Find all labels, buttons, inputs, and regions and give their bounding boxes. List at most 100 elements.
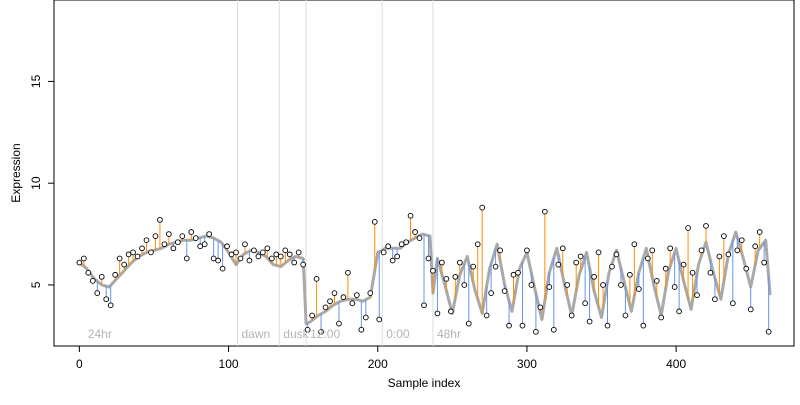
data-point xyxy=(116,255,123,262)
data-point xyxy=(694,292,700,298)
data-point xyxy=(716,253,723,260)
data-point xyxy=(224,243,230,250)
data-point xyxy=(577,253,584,260)
data-point xyxy=(725,251,732,258)
data-point xyxy=(653,278,660,284)
plot-frame xyxy=(53,0,795,347)
data-point xyxy=(107,302,114,309)
data-point xyxy=(729,300,736,307)
data-point xyxy=(349,300,356,307)
data-point xyxy=(134,253,141,260)
data-point xyxy=(403,239,409,246)
data-point xyxy=(237,255,244,262)
data-point xyxy=(255,253,262,260)
data-point xyxy=(667,245,674,252)
data-point xyxy=(322,304,329,311)
data-point xyxy=(756,229,763,235)
data-point xyxy=(94,290,101,296)
data-point xyxy=(98,273,105,280)
x-axis-label: Sample index xyxy=(388,376,461,390)
data-point xyxy=(385,243,392,250)
data-point xyxy=(600,282,606,288)
data-point xyxy=(318,328,324,335)
data-point xyxy=(483,312,490,319)
data-point xyxy=(595,249,602,256)
data-point xyxy=(474,241,481,248)
data-point xyxy=(300,261,307,268)
data-point xyxy=(430,267,436,274)
data-point xyxy=(112,271,119,278)
data-point xyxy=(376,316,383,323)
annotation-label-1: dawn xyxy=(242,327,271,341)
data-point xyxy=(412,229,418,235)
data-point xyxy=(671,284,678,290)
data-point xyxy=(627,271,633,278)
x-tick-label: 400 xyxy=(666,357,686,371)
data-point xyxy=(398,241,405,248)
data-point xyxy=(201,241,208,248)
data-point xyxy=(465,320,472,327)
data-point xyxy=(139,245,145,252)
data-point xyxy=(640,322,647,329)
data-point xyxy=(519,322,526,329)
data-point xyxy=(604,322,611,329)
data-point xyxy=(152,233,159,239)
data-point xyxy=(367,290,374,296)
x-tick-label: 200 xyxy=(368,357,388,371)
data-point xyxy=(286,251,293,258)
data-point xyxy=(550,326,557,333)
data-point xyxy=(537,304,544,311)
data-point xyxy=(564,282,571,288)
data-point xyxy=(568,312,575,319)
data-point xyxy=(282,247,289,254)
data-point xyxy=(452,273,459,280)
data-point xyxy=(689,269,696,276)
data-point xyxy=(313,275,320,282)
data-point xyxy=(734,247,741,254)
data-point xyxy=(743,265,750,272)
annotation-label-4: 0:00 xyxy=(386,327,410,341)
data-point xyxy=(524,247,530,254)
data-point xyxy=(143,237,150,244)
data-point xyxy=(331,290,338,296)
y-tick-label: 10 xyxy=(29,176,43,190)
data-point xyxy=(157,216,163,223)
data-point xyxy=(501,288,508,294)
data-point xyxy=(546,284,553,290)
data-point xyxy=(541,208,548,215)
data-point xyxy=(635,286,642,292)
observed-series-layer xyxy=(76,204,772,335)
data-point xyxy=(103,296,110,303)
data-point xyxy=(242,241,248,248)
data-point xyxy=(291,259,298,266)
data-point xyxy=(345,269,351,276)
data-point xyxy=(197,243,204,250)
data-point xyxy=(721,233,727,239)
data-point xyxy=(591,273,597,280)
data-point xyxy=(166,231,172,237)
data-point xyxy=(658,314,665,321)
data-point xyxy=(354,292,360,298)
data-point xyxy=(309,312,315,319)
data-point xyxy=(183,255,190,262)
data-point xyxy=(228,251,235,258)
annotation-label-0: 24hr xyxy=(88,327,112,341)
x-tick-label: 0 xyxy=(76,357,83,371)
data-point xyxy=(559,245,566,252)
data-point xyxy=(179,233,186,239)
data-point xyxy=(407,212,414,219)
data-point xyxy=(85,269,92,276)
data-point xyxy=(582,300,588,307)
data-point xyxy=(555,261,562,268)
data-point xyxy=(448,308,454,315)
data-point xyxy=(685,225,691,231)
data-point xyxy=(752,243,759,250)
data-point xyxy=(192,235,199,241)
data-point xyxy=(246,257,253,264)
data-point xyxy=(573,259,580,266)
data-point xyxy=(676,308,682,315)
data-point xyxy=(251,247,257,254)
data-point xyxy=(219,265,226,272)
data-point xyxy=(210,255,217,262)
